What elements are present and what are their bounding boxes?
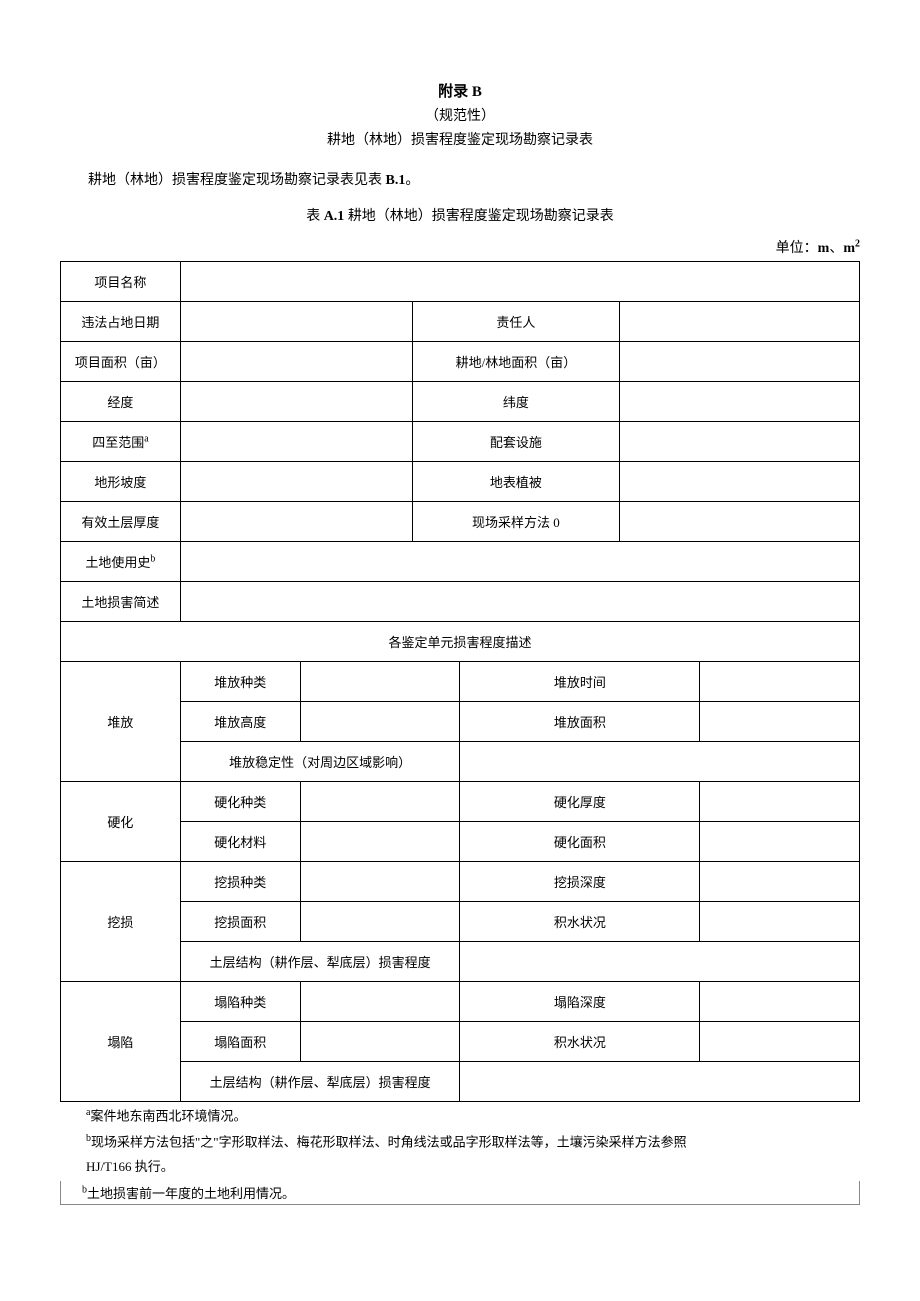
label-soil-structure-collapse: 土层结构（耕作层、犁底层）损害程度 bbox=[180, 1062, 460, 1102]
cell-terrain-slope bbox=[180, 462, 412, 502]
cell-surface-veg bbox=[620, 462, 860, 502]
cell-collapse-depth bbox=[700, 982, 860, 1022]
cell-pile-stability bbox=[460, 742, 860, 782]
table-title: 表 A.1 耕地（林地）损害程度鉴定现场勘察记录表 bbox=[60, 205, 860, 225]
cell-harden-material bbox=[300, 822, 460, 862]
footnote-c: b土地损害前一年度的土地利用情况。 bbox=[60, 1181, 860, 1205]
label-harden: 硬化 bbox=[61, 782, 181, 862]
cell-damage-summary bbox=[180, 582, 859, 622]
table-title-suffix: 耕地（林地）损害程度鉴定现场勘察记录表 bbox=[344, 209, 614, 224]
cell-illegal-date bbox=[180, 302, 412, 342]
cell-project-name bbox=[180, 262, 859, 302]
cell-land-history bbox=[180, 542, 859, 582]
survey-record-table: 项目名称 违法占地日期 责任人 项目面积（亩） 耕地/林地面积（亩） 经度 纬度… bbox=[60, 261, 860, 1102]
footnote-a: a案件地东南西北环境情况。 bbox=[60, 1104, 860, 1128]
label-pile-height: 堆放高度 bbox=[180, 702, 300, 742]
cell-longitude bbox=[180, 382, 412, 422]
label-harden-type: 硬化种类 bbox=[180, 782, 300, 822]
footnote-b-line2: HJ/T166 执行。 bbox=[60, 1155, 860, 1178]
label-harden-area: 硬化面积 bbox=[460, 822, 700, 862]
label-pile-area: 堆放面积 bbox=[460, 702, 700, 742]
cell-latitude bbox=[620, 382, 860, 422]
cell-soil-structure-collapse bbox=[460, 1062, 860, 1102]
cell-boundary bbox=[180, 422, 412, 462]
cell-dig-depth bbox=[700, 862, 860, 902]
document-title: 耕地（林地）损害程度鉴定现场勘察记录表 bbox=[60, 129, 860, 149]
cell-pile-height bbox=[300, 702, 460, 742]
label-water-status-collapse: 积水状况 bbox=[460, 1022, 700, 1062]
cell-soil-structure-dig bbox=[460, 942, 860, 982]
label-dig: 挖损 bbox=[61, 862, 181, 982]
label-collapse-type: 塌陷种类 bbox=[180, 982, 300, 1022]
label-project-area: 项目面积（亩） bbox=[61, 342, 181, 382]
label-boundary: 四至范围a bbox=[61, 422, 181, 462]
label-longitude: 经度 bbox=[61, 382, 181, 422]
unit-label: 单位：m、m2 bbox=[60, 237, 860, 257]
label-terrain-slope: 地形坡度 bbox=[61, 462, 181, 502]
label-dig-type: 挖损种类 bbox=[180, 862, 300, 902]
cell-responsible bbox=[620, 302, 860, 342]
label-harden-material: 硬化材料 bbox=[180, 822, 300, 862]
label-project-name: 项目名称 bbox=[61, 262, 181, 302]
label-land-area: 耕地/林地面积（亩） bbox=[412, 342, 620, 382]
cell-pile-type bbox=[300, 662, 460, 702]
label-harden-thickness: 硬化厚度 bbox=[460, 782, 700, 822]
cell-dig-area bbox=[300, 902, 460, 942]
label-collapse-area: 塌陷面积 bbox=[180, 1022, 300, 1062]
label-pile: 堆放 bbox=[61, 662, 181, 782]
label-soil-thickness: 有效土层厚度 bbox=[61, 502, 181, 542]
intro-ref: B.1 bbox=[386, 173, 406, 188]
appendix-title: 附录 B bbox=[60, 80, 860, 101]
label-damage-summary: 土地损害简述 bbox=[61, 582, 181, 622]
label-responsible: 责任人 bbox=[412, 302, 620, 342]
cell-water-status-dig bbox=[700, 902, 860, 942]
cell-harden-thickness bbox=[700, 782, 860, 822]
label-pile-type: 堆放种类 bbox=[180, 662, 300, 702]
table-title-prefix: 表 bbox=[306, 209, 324, 224]
cell-collapse-area bbox=[300, 1022, 460, 1062]
section-header: 各鉴定单元损害程度描述 bbox=[61, 622, 860, 662]
cell-land-area bbox=[620, 342, 860, 382]
cell-pile-time bbox=[700, 662, 860, 702]
cell-facilities bbox=[620, 422, 860, 462]
table-title-ref: A.1 bbox=[324, 209, 345, 224]
label-collapse-depth: 塌陷深度 bbox=[460, 982, 700, 1022]
label-dig-depth: 挖损深度 bbox=[460, 862, 700, 902]
footnote-b-line1: b现场采样方法包括"之"字形取样法、梅花形取样法、时角线法或品字形取样法等，土壤… bbox=[60, 1130, 860, 1154]
cell-collapse-type bbox=[300, 982, 460, 1022]
cell-water-status-collapse bbox=[700, 1022, 860, 1062]
cell-sampling-method bbox=[620, 502, 860, 542]
normative-label: （规范性） bbox=[60, 105, 860, 125]
cell-project-area bbox=[180, 342, 412, 382]
intro-prefix: 耕地（林地）损害程度鉴定现场勘察记录表见表 bbox=[88, 173, 386, 188]
intro-suffix: 。 bbox=[405, 173, 419, 188]
cell-dig-type bbox=[300, 862, 460, 902]
label-facilities: 配套设施 bbox=[412, 422, 620, 462]
label-pile-stability: 堆放稳定性（对周边区域影响） bbox=[180, 742, 460, 782]
label-dig-area: 挖损面积 bbox=[180, 902, 300, 942]
intro-text: 耕地（林地）损害程度鉴定现场勘察记录表见表 B.1。 bbox=[60, 169, 860, 189]
footnotes: a案件地东南西北环境情况。 b现场采样方法包括"之"字形取样法、梅花形取样法、时… bbox=[60, 1104, 860, 1179]
cell-harden-area bbox=[700, 822, 860, 862]
label-surface-veg: 地表植被 bbox=[412, 462, 620, 502]
cell-soil-thickness bbox=[180, 502, 412, 542]
label-soil-structure-dig: 土层结构（耕作层、犁底层）损害程度 bbox=[180, 942, 460, 982]
cell-pile-area bbox=[700, 702, 860, 742]
label-land-history: 土地使用史b bbox=[61, 542, 181, 582]
label-water-status: 积水状况 bbox=[460, 902, 700, 942]
cell-harden-type bbox=[300, 782, 460, 822]
label-latitude: 纬度 bbox=[412, 382, 620, 422]
label-collapse: 塌陷 bbox=[61, 982, 181, 1102]
label-sampling-method: 现场采样方法 0 bbox=[412, 502, 620, 542]
label-pile-time: 堆放时间 bbox=[460, 662, 700, 702]
label-illegal-date: 违法占地日期 bbox=[61, 302, 181, 342]
